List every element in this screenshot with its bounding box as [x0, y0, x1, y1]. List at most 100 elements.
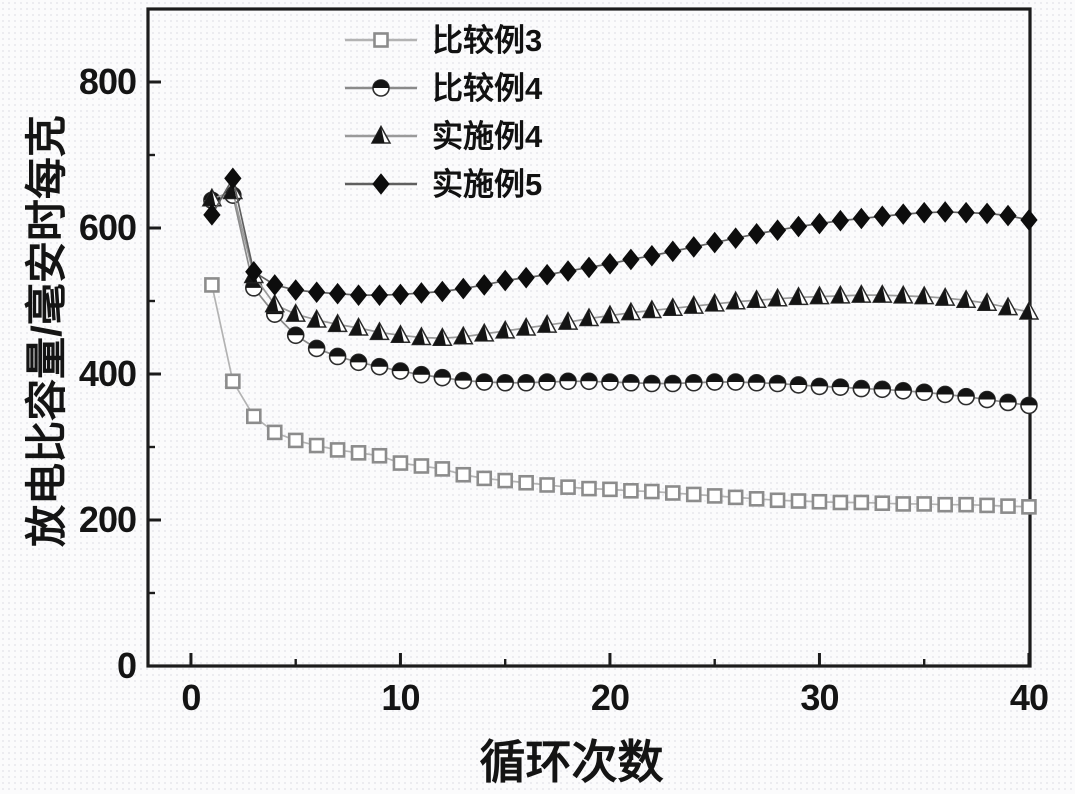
data-point-marker: [349, 284, 368, 306]
data-point-marker: [581, 480, 597, 497]
data-point-marker: [978, 202, 996, 225]
data-point-marker: [539, 477, 555, 493]
data-point-marker: [329, 442, 346, 458]
data-point-marker: [664, 375, 681, 384]
data-point-marker: [726, 292, 740, 309]
data-point-marker: [916, 384, 933, 393]
half-filled-circle-marker-icon: [345, 79, 417, 97]
data-point-marker: [874, 381, 891, 390]
data-point-marker: [559, 312, 572, 330]
data-point-marker: [790, 493, 807, 509]
data-point-marker: [727, 374, 744, 383]
data-point-marker: [1020, 397, 1037, 406]
data-point-marker: [810, 212, 829, 235]
data-point-marker: [497, 472, 513, 489]
data-point-marker: [958, 496, 974, 513]
data-point-marker: [1019, 302, 1033, 319]
data-point-marker: [747, 223, 766, 245]
data-point-marker: [308, 281, 326, 304]
data-point-marker: [874, 495, 891, 512]
plot-border: [146, 7, 1032, 668]
data-point-marker: [308, 340, 325, 349]
data-point-marker: [539, 374, 556, 383]
y-tick-label: 800: [79, 61, 136, 102]
half-filled-triangle-marker-icon: [345, 124, 417, 144]
data-point-marker: [560, 479, 576, 495]
data-point-marker: [999, 204, 1017, 227]
data-point-marker: [370, 322, 383, 340]
data-point-marker: [895, 496, 912, 512]
series-example-5: [203, 167, 1038, 306]
x-tick-label: 30: [800, 677, 838, 718]
data-point-marker: [663, 298, 677, 316]
data-point-marker: [936, 288, 949, 306]
data-point-marker: [916, 496, 933, 512]
legend-item-example-5: 实施例5: [344, 160, 542, 208]
y-tick-label: 200: [79, 499, 136, 540]
data-point-marker: [517, 266, 535, 289]
data-point-marker: [895, 382, 912, 391]
data-point-marker: [643, 375, 660, 384]
data-point-marker: [957, 290, 970, 308]
filled-diamond-marker-icon: [345, 173, 417, 195]
data-point-marker: [979, 497, 995, 514]
data-point-marker: [623, 482, 639, 499]
data-point-marker: [433, 328, 446, 346]
data-point-marker: [811, 378, 828, 387]
data-point-marker: [370, 284, 389, 306]
data-point-marker: [373, 32, 389, 48]
data-point-marker: [748, 374, 765, 383]
data-point-marker: [789, 215, 808, 238]
data-point-marker: [350, 445, 367, 461]
x-tick-label: 20: [591, 677, 629, 718]
data-point-marker: [665, 485, 681, 501]
data-point-marker: [915, 201, 933, 224]
data-point-marker: [601, 252, 619, 275]
data-point-marker: [455, 372, 472, 381]
data-point-marker: [517, 318, 530, 336]
data-point-marker: [433, 280, 451, 303]
data-point-marker: [747, 290, 761, 308]
data-point-marker: [685, 374, 702, 383]
data-point-marker: [937, 386, 954, 395]
data-point-marker: [811, 493, 828, 510]
data-point-marker: [392, 363, 409, 372]
data-point-marker: [391, 283, 410, 306]
data-point-marker: [622, 248, 640, 271]
data-point-marker: [350, 354, 367, 363]
legend-item-comparative-example-3: 比较例3: [344, 16, 542, 64]
data-point-marker: [748, 491, 765, 507]
data-point-marker: [538, 315, 551, 333]
data-point-marker: [622, 374, 639, 383]
data-point-marker: [684, 296, 698, 314]
legend-item-comparative-example-4: 比较例4: [344, 64, 542, 112]
data-point-marker: [705, 294, 719, 311]
data-point-marker: [727, 227, 745, 250]
data-point-marker: [287, 279, 305, 301]
data-point-marker: [328, 314, 342, 332]
data-point-marker: [476, 470, 493, 487]
data-point-marker: [768, 219, 787, 241]
data-point-marker: [852, 207, 870, 230]
data-point-marker: [873, 285, 886, 303]
data-point-marker: [454, 327, 467, 344]
x-tick-label: 10: [381, 677, 419, 718]
y-axis-title: 放电比容量/毫安时每克: [23, 115, 70, 547]
data-point-marker: [915, 287, 928, 304]
data-point-marker: [224, 167, 242, 190]
open-square-marker-icon: [345, 32, 417, 48]
data-point-marker: [203, 204, 221, 226]
data-point-marker: [1000, 394, 1017, 403]
data-point-marker: [329, 348, 346, 357]
data-point-marker: [685, 486, 702, 503]
data-point-marker: [475, 324, 488, 341]
legend: 比较例3 比较例4 实施例4 实施例5: [344, 16, 542, 208]
data-point-marker: [245, 260, 263, 283]
series-line: [211, 176, 1030, 297]
data-point-marker: [391, 325, 404, 343]
data-point-marker: [287, 432, 304, 449]
legend-label: 比较例4: [432, 70, 543, 106]
data-point-marker: [475, 274, 493, 296]
